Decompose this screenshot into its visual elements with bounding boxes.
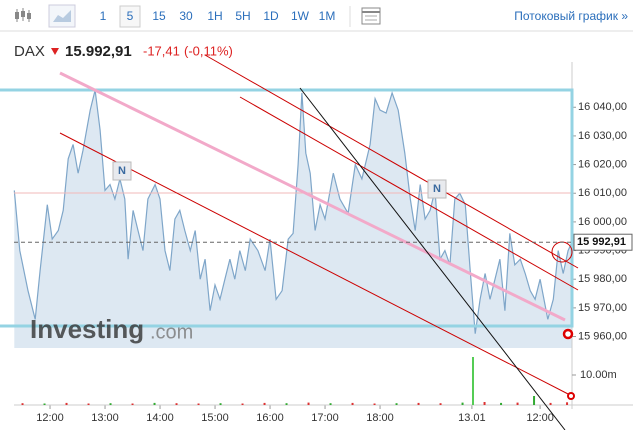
trend-line [299,87,566,430]
trend-line [59,71,566,322]
change-percent: (-0,11%) [184,43,233,58]
interval-button[interactable]: 1M [319,9,336,23]
volume-bar [439,403,442,405]
y-tick-label: 15 960,00 [578,330,627,342]
watermark: .com [150,321,193,343]
volume-bar [373,403,376,405]
volume-bar [395,403,398,405]
volume-bar [153,402,156,405]
volume-bar [461,402,464,405]
x-tick-label: 13.01 [458,412,486,424]
x-tick-label: 18:00 [366,412,394,424]
volume-bar [109,403,112,405]
handle [562,328,574,340]
volume-bar [351,402,354,405]
y-tick-label: 16 020,00 [578,158,627,170]
x-tick-label: 16:00 [256,412,284,424]
volume-bar [471,357,474,405]
volume-bar [43,403,46,405]
trend-line [239,96,579,291]
y-tick-label: 16 030,00 [578,130,627,142]
symbol: DAX [14,43,45,60]
handle [567,392,575,400]
volume-bar [65,402,68,405]
interval-button[interactable]: 15 [152,9,166,23]
price-line [13,89,573,334]
x-tick-label: 13:00 [91,412,119,424]
down-arrow [51,48,59,55]
volume-bar [87,403,90,405]
volume-bar [263,402,266,405]
y-tick-label: 15 970,00 [578,302,627,314]
volume-bar [241,403,244,405]
y-tick-label: 15 980,00 [578,273,627,285]
overlay: 15 992,91 [14,233,633,251]
volume-bar [516,402,519,405]
volume-bar [417,402,420,405]
watermark: Investing [30,314,144,344]
rectangle-drawing [0,88,574,328]
price: 15.992,91 [65,43,132,60]
streaming-link[interactable]: Потоковый график » [514,9,628,23]
x-tick-label: 17:00 [311,412,339,424]
news-marker-label: N [433,183,441,195]
y-tick-label: 16 000,00 [578,216,627,228]
y-tick-label: 16 010,00 [578,187,627,199]
interval-button[interactable]: 30 [179,9,193,23]
interval-selected [119,5,141,28]
x-tick-label: 15:00 [201,412,229,424]
volume-bar [219,403,222,405]
interval-button[interactable]: 5 [127,9,134,23]
x-tick-label: 12:00 [526,412,554,424]
y-tick-label: 10.00m [580,369,617,381]
news-marker[interactable] [112,161,132,181]
interval-button[interactable]: 1D [263,9,279,23]
volume-bar [500,402,503,405]
y-tick-label: 16 040,00 [578,101,627,113]
volume-bar [307,402,310,405]
interval-button[interactable]: 1W [291,9,310,23]
last-price-label: 15 992,91 [577,236,626,248]
volume-bar [285,403,288,405]
interval-button[interactable]: 5H [235,9,250,23]
volume-bar [21,403,24,405]
interval-button[interactable]: 1H [207,9,222,23]
volume-bar [533,396,536,405]
trend-line [59,132,573,397]
volume-bar [175,403,178,405]
candle-icon[interactable] [15,8,31,22]
volume-bar [197,403,200,405]
x-tick-label: 12:00 [36,412,64,424]
volume-bar [483,402,486,405]
change: -17,41 [143,43,180,58]
last-price-box [573,233,633,251]
news-marker[interactable] [427,179,447,199]
interval-button[interactable]: 1 [100,9,107,23]
area [14,90,573,348]
trend-line [204,54,579,269]
x-tick-label: 14:00 [146,412,174,424]
volume-bar [566,402,569,405]
volume-bar [131,403,134,405]
volume-bar [329,403,332,405]
area-icon[interactable] [48,4,76,28]
news-marker-label: N [118,165,126,177]
table-icon[interactable] [361,7,381,25]
volume-bar [549,402,552,405]
